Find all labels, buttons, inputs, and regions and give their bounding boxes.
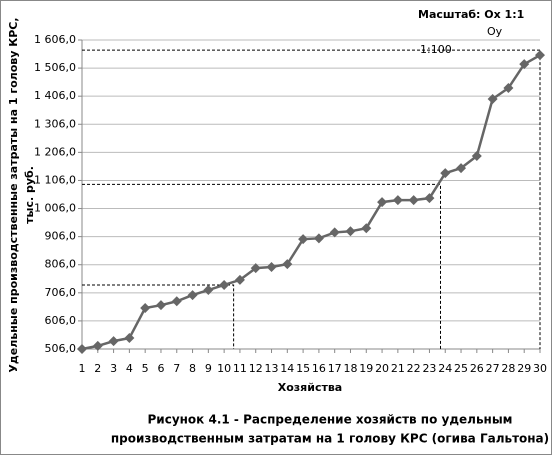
y-tick-label: 1 206,0	[34, 145, 76, 158]
scale-label: Масштаб: Ox 1:1	[418, 8, 524, 21]
x-tick-label: 30	[533, 362, 547, 375]
x-tick-label: 22	[407, 362, 421, 375]
y-axis-label: тыс. руб.	[23, 166, 36, 224]
marker	[487, 93, 498, 104]
marker	[250, 263, 261, 274]
marker	[456, 163, 467, 174]
scale-oy-ratio: 1:100	[420, 43, 452, 56]
x-tick-label: 21	[391, 362, 405, 375]
x-tick-label: 15	[296, 362, 310, 375]
marker	[313, 233, 324, 244]
marker	[187, 290, 198, 301]
caption: Рисунок 4.1 - Распределение хозяйств по …	[148, 413, 513, 427]
x-tick-label: 10	[217, 362, 231, 375]
marker	[519, 59, 530, 70]
x-tick-label: 12	[249, 362, 263, 375]
x-tick-label: 25	[454, 362, 468, 375]
marker	[266, 261, 277, 272]
marker	[298, 234, 309, 245]
marker	[503, 83, 514, 94]
marker	[203, 285, 214, 296]
marker	[408, 195, 419, 206]
y-tick-label: 706,0	[45, 286, 77, 299]
marker	[440, 168, 451, 179]
x-tick-label: 27	[486, 362, 500, 375]
y-tick-label: 806,0	[45, 258, 77, 271]
x-tick-label: 3	[110, 362, 117, 375]
x-tick-label: 9	[205, 362, 212, 375]
marker	[377, 197, 388, 208]
y-tick-label: 1 606,0	[34, 33, 76, 46]
reference-line	[82, 49, 541, 349]
x-tick-label: 1	[79, 362, 86, 375]
x-tick-label: 20	[375, 362, 389, 375]
x-tick-label: 19	[359, 362, 373, 375]
y-tick-label: 1 306,0	[34, 117, 76, 130]
marker	[108, 336, 119, 347]
marker	[535, 50, 545, 61]
x-tick-label: 7	[173, 362, 180, 375]
x-tick-label: 16	[312, 362, 326, 375]
x-tick-label: 8	[189, 362, 196, 375]
marker	[171, 296, 182, 307]
x-tick-label: 13	[265, 362, 279, 375]
x-axis-label: Хозяйства	[278, 381, 342, 394]
marker	[361, 223, 372, 234]
x-tick-label: 17	[328, 362, 342, 375]
marker	[155, 300, 166, 311]
y-tick-label: 606,0	[45, 314, 77, 327]
x-tick-label: 23	[422, 362, 436, 375]
marker	[92, 340, 103, 351]
y-tick-label: 1 006,0	[34, 202, 76, 215]
marker	[219, 279, 230, 290]
y-tick-label: 1 506,0	[34, 61, 76, 74]
y-tick-label: 1 106,0	[34, 173, 76, 186]
caption: производственным затратам на 1 голову КР…	[111, 432, 549, 446]
scale-oy: Oy	[487, 25, 503, 38]
marker	[282, 259, 293, 270]
marker	[124, 333, 135, 344]
marker	[329, 227, 340, 238]
y-tick-label: 1 406,0	[34, 89, 76, 102]
x-tick-label: 24	[438, 362, 452, 375]
marker	[345, 226, 356, 237]
y-tick-label: 506,0	[45, 342, 77, 355]
x-tick-label: 4	[126, 362, 133, 375]
marker	[140, 302, 151, 313]
x-tick-label: 28	[501, 362, 515, 375]
marker	[234, 274, 245, 285]
y-axis-label: Удельные производственные затраты на 1 г…	[7, 17, 20, 372]
x-tick-label: 5	[142, 362, 149, 375]
marker	[424, 193, 435, 204]
x-tick-label: 26	[470, 362, 484, 375]
x-tick-label: 11	[233, 362, 247, 375]
reference-line	[82, 284, 235, 349]
marker	[77, 344, 87, 354]
marker	[471, 151, 482, 162]
x-tick-label: 2	[94, 362, 101, 375]
x-tick-label: 18	[343, 362, 357, 375]
x-tick-label: 14	[280, 362, 294, 375]
marker	[392, 195, 403, 206]
y-tick-label: 906,0	[45, 230, 77, 243]
x-tick-label: 6	[157, 362, 164, 375]
x-tick-label: 29	[517, 362, 531, 375]
